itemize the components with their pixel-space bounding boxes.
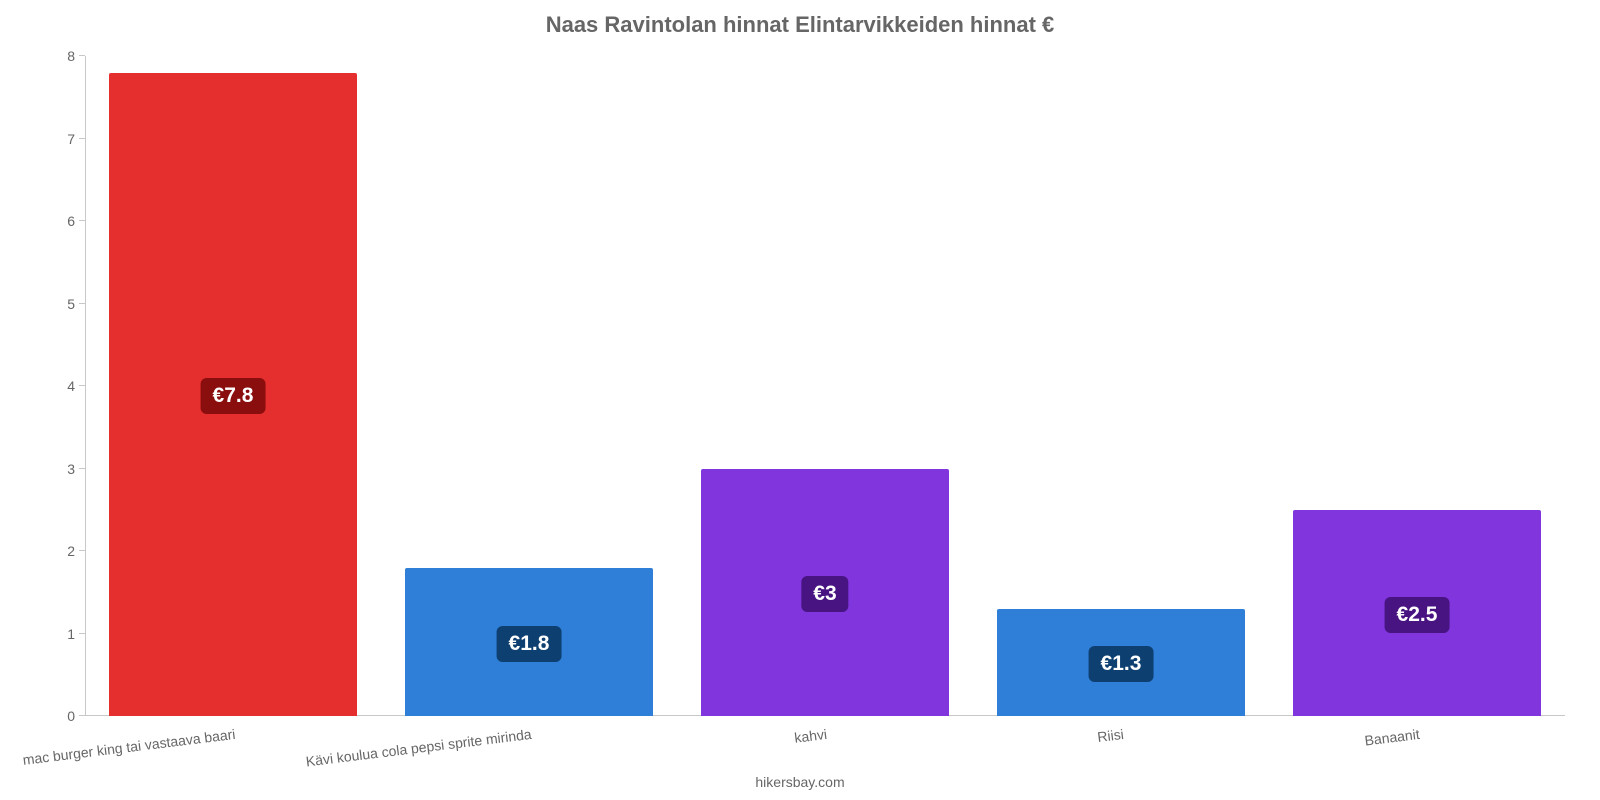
x-tick-label: Kävi koulua cola pepsi sprite mirinda [303,716,532,769]
x-tick-label: kahvi [793,716,829,746]
bar: €7.8 [109,73,358,717]
y-tick-label: 7 [41,131,75,147]
y-tick [79,220,85,221]
chart-plot-area: 012345678€7.8mac burger king tai vastaav… [85,56,1565,716]
bar-value-label: €7.8 [201,378,266,414]
y-tick [79,55,85,56]
y-tick [79,550,85,551]
y-tick-label: 3 [41,461,75,477]
y-tick [79,138,85,139]
y-tick [79,715,85,716]
chart-title: Naas Ravintolan hinnat Elintarvikkeiden … [0,12,1600,38]
x-tick-label: Banaanit [1362,716,1420,749]
x-tick-label: Riisi [1095,716,1124,745]
y-tick-label: 4 [41,378,75,394]
bar-value-label: €3 [801,576,848,612]
y-tick [79,385,85,386]
y-tick-label: 1 [41,626,75,642]
bar-value-label: €1.8 [497,626,562,662]
bar-value-label: €2.5 [1385,597,1450,633]
attribution-text: hikersbay.com [0,774,1600,790]
bar: €2.5 [1293,510,1542,716]
bar: €1.8 [405,568,654,717]
y-tick-label: 8 [41,48,75,64]
y-tick-label: 5 [41,296,75,312]
y-tick [79,303,85,304]
bar: €3 [701,469,950,717]
y-axis-line [85,56,86,716]
y-tick [79,468,85,469]
bar: €1.3 [997,609,1246,716]
y-tick-label: 0 [41,708,75,724]
y-tick-label: 2 [41,543,75,559]
bar-value-label: €1.3 [1089,646,1154,682]
y-tick-label: 6 [41,213,75,229]
y-tick [79,633,85,634]
